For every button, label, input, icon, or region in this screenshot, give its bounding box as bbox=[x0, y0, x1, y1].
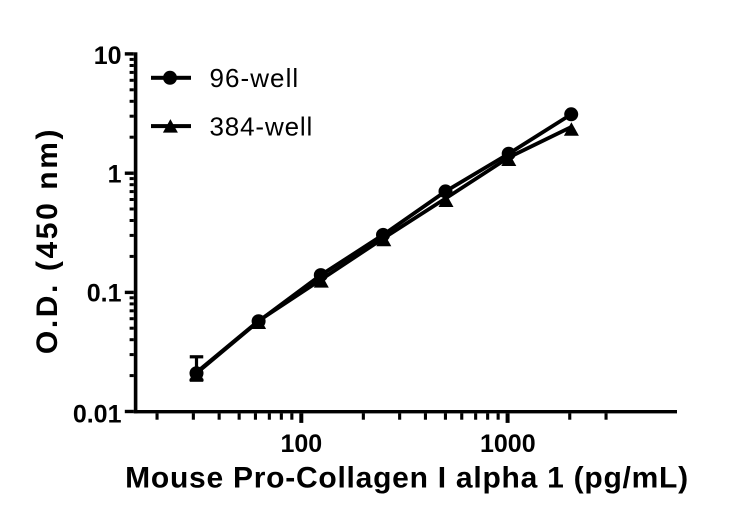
svg-text:0.1: 0.1 bbox=[87, 280, 122, 308]
svg-text:0.01: 0.01 bbox=[73, 400, 122, 428]
svg-text:96-well: 96-well bbox=[210, 63, 300, 93]
svg-text:100: 100 bbox=[280, 430, 322, 458]
svg-text:1000: 1000 bbox=[480, 430, 536, 458]
svg-text:10: 10 bbox=[94, 42, 122, 70]
svg-text:1: 1 bbox=[108, 161, 122, 189]
svg-text:384-well: 384-well bbox=[210, 111, 314, 141]
svg-text:O.D. (450 nm): O.D. (450 nm) bbox=[31, 127, 64, 354]
svg-text:Mouse Pro-Collagen I alpha 1 (: Mouse Pro-Collagen I alpha 1 (pg/mL) bbox=[125, 462, 689, 495]
